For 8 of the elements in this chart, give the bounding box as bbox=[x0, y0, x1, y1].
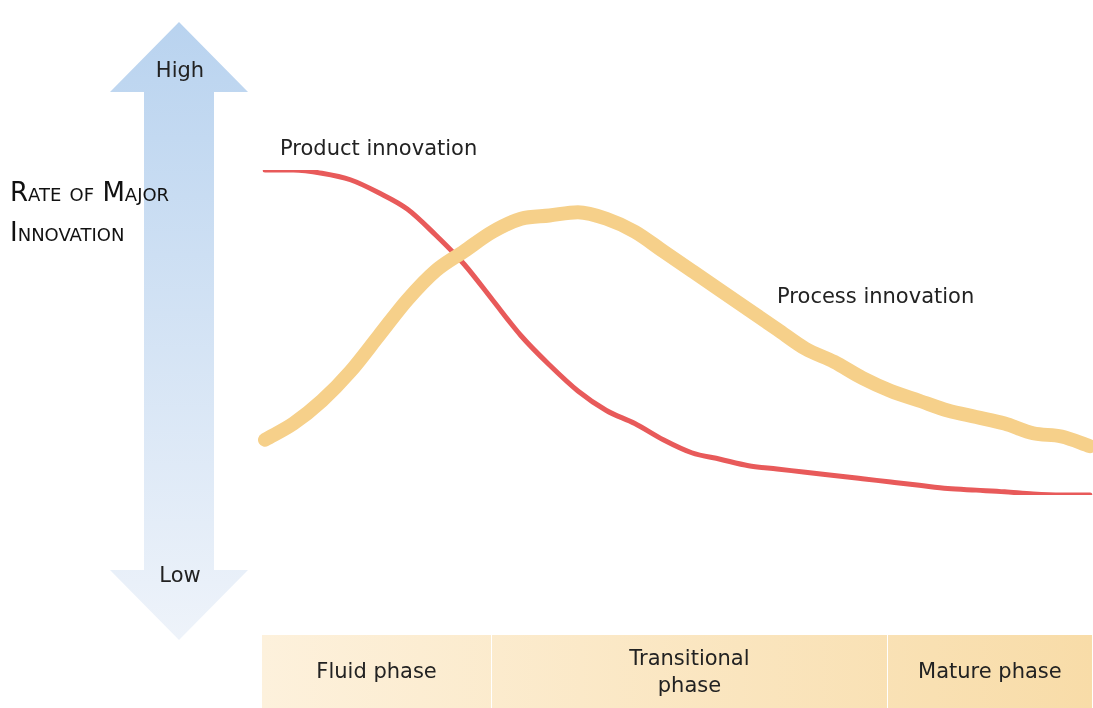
series-label: Product innovation bbox=[280, 136, 478, 161]
y-axis-title: Rate of Major Innovation bbox=[10, 176, 171, 249]
series-label: Process innovation bbox=[777, 283, 975, 308]
text: High bbox=[154, 58, 206, 82]
text: Low bbox=[158, 563, 202, 587]
text: Transitional phase bbox=[628, 644, 751, 699]
text: Fluid phase bbox=[316, 658, 437, 685]
text: Mature phase bbox=[918, 658, 1062, 685]
